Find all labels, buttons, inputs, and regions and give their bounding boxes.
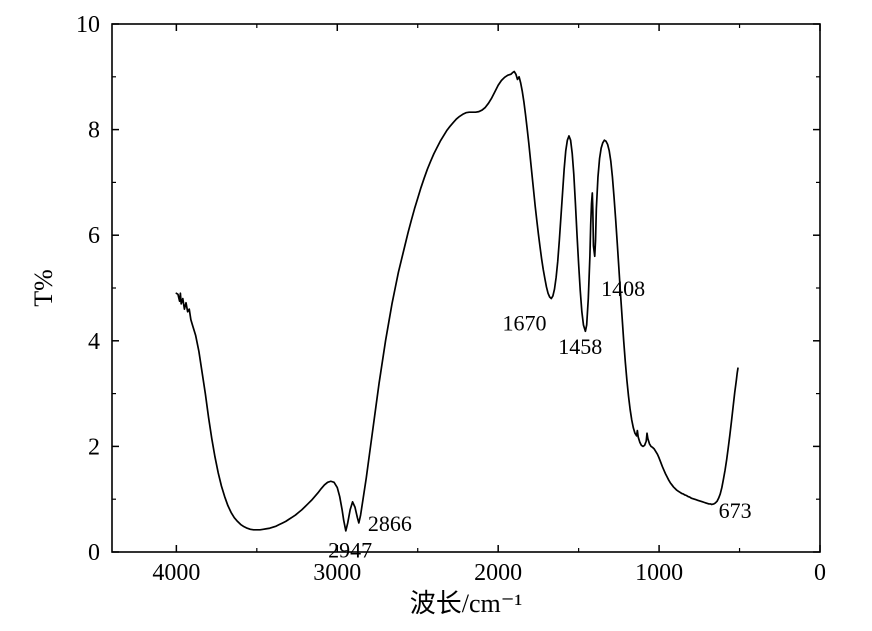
y-tick-label: 2 xyxy=(88,434,100,460)
y-tick-label: 4 xyxy=(88,329,100,355)
x-tick-label: 3000 xyxy=(313,560,361,586)
peak-label: 673 xyxy=(719,498,752,523)
spectrum-line xyxy=(176,72,738,531)
y-tick-label: 10 xyxy=(76,12,100,38)
x-tick-label: 2000 xyxy=(474,560,522,586)
x-tick-label: 4000 xyxy=(152,560,200,586)
peak-label: 1458 xyxy=(558,334,602,359)
x-tick-label: 1000 xyxy=(635,560,683,586)
y-axis-label: T% xyxy=(29,269,58,307)
peak-label: 1670 xyxy=(502,310,546,335)
y-tick-label: 6 xyxy=(88,223,100,249)
y-tick-label: 0 xyxy=(88,540,100,566)
x-axis-label: 波长/cm⁻¹ xyxy=(410,589,523,618)
y-tick-label: 8 xyxy=(88,118,100,144)
peak-label: 1408 xyxy=(601,276,645,301)
chart-svg: 0 1000 2000 3000 4000 0 2 4 6 8 10 波长/cm⁻¹ T% 1670 145… xyxy=(0,0,872,631)
peak-label: 2866 xyxy=(368,511,412,536)
peak-label: 2947 xyxy=(328,537,372,562)
x-tick-label: 0 xyxy=(814,560,826,586)
ir-spectrum-chart: 0 1000 2000 3000 4000 0 2 4 6 8 10 波长/cm⁻¹ T% 1670 145… xyxy=(0,0,872,631)
